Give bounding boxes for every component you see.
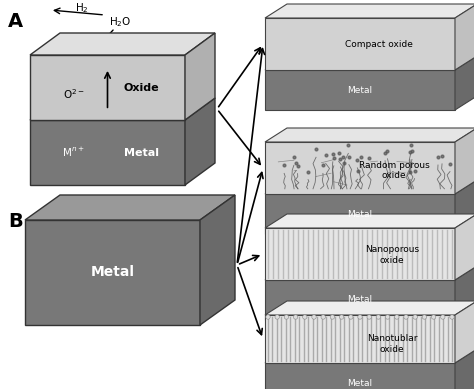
Text: M$^{n+}$: M$^{n+}$ (62, 146, 85, 159)
Polygon shape (30, 98, 215, 120)
Polygon shape (455, 349, 474, 389)
Polygon shape (455, 214, 474, 280)
Text: H$_2$: H$_2$ (75, 1, 89, 15)
Polygon shape (265, 301, 474, 315)
Text: Metal: Metal (124, 147, 159, 158)
Circle shape (431, 315, 436, 319)
Circle shape (348, 315, 353, 319)
Polygon shape (265, 194, 455, 234)
Polygon shape (265, 228, 455, 280)
Polygon shape (30, 120, 185, 185)
Polygon shape (265, 56, 474, 70)
Polygon shape (185, 33, 215, 120)
Text: Metal: Metal (347, 296, 373, 305)
Polygon shape (30, 33, 215, 55)
Polygon shape (265, 349, 474, 363)
Polygon shape (265, 18, 455, 70)
Polygon shape (265, 363, 455, 389)
Circle shape (266, 315, 270, 319)
Polygon shape (185, 98, 215, 185)
Text: O$^{2-}$: O$^{2-}$ (63, 87, 84, 101)
Circle shape (404, 315, 408, 319)
Circle shape (339, 315, 344, 319)
Circle shape (293, 315, 298, 319)
Text: Metal: Metal (347, 378, 373, 387)
Text: Metal: Metal (91, 266, 135, 280)
Polygon shape (265, 315, 455, 363)
Circle shape (321, 315, 325, 319)
Polygon shape (265, 280, 455, 320)
Polygon shape (455, 266, 474, 320)
Polygon shape (455, 56, 474, 110)
Circle shape (450, 315, 454, 319)
Polygon shape (265, 142, 455, 194)
Polygon shape (265, 70, 455, 110)
Polygon shape (265, 4, 474, 18)
Polygon shape (30, 55, 185, 120)
Polygon shape (200, 195, 235, 325)
Polygon shape (265, 266, 474, 280)
Circle shape (302, 315, 307, 319)
Circle shape (413, 315, 418, 319)
Circle shape (284, 315, 289, 319)
Circle shape (358, 315, 362, 319)
Polygon shape (455, 128, 474, 194)
Polygon shape (455, 180, 474, 234)
Circle shape (422, 315, 427, 319)
Polygon shape (25, 195, 235, 220)
Circle shape (441, 315, 445, 319)
Text: B: B (8, 212, 23, 231)
Circle shape (394, 315, 399, 319)
Polygon shape (265, 214, 474, 228)
Polygon shape (265, 128, 474, 142)
Polygon shape (265, 180, 474, 194)
Polygon shape (455, 301, 474, 363)
Polygon shape (25, 220, 200, 325)
Text: Metal: Metal (347, 86, 373, 95)
Circle shape (376, 315, 381, 319)
Text: Nanoporous
oxide: Nanoporous oxide (365, 245, 419, 265)
Circle shape (385, 315, 390, 319)
Text: Oxide: Oxide (124, 82, 159, 93)
Polygon shape (455, 4, 474, 70)
Circle shape (312, 315, 316, 319)
Text: H$_2$O: H$_2$O (109, 15, 131, 29)
Circle shape (367, 315, 372, 319)
Text: Random porous
oxide: Random porous oxide (359, 161, 429, 180)
Text: Nanotublar
oxide: Nanotublar oxide (367, 334, 418, 354)
Circle shape (275, 315, 279, 319)
Text: Metal: Metal (347, 210, 373, 219)
Text: A: A (8, 12, 23, 31)
Text: Compact oxide: Compact oxide (345, 40, 413, 49)
Circle shape (330, 315, 335, 319)
